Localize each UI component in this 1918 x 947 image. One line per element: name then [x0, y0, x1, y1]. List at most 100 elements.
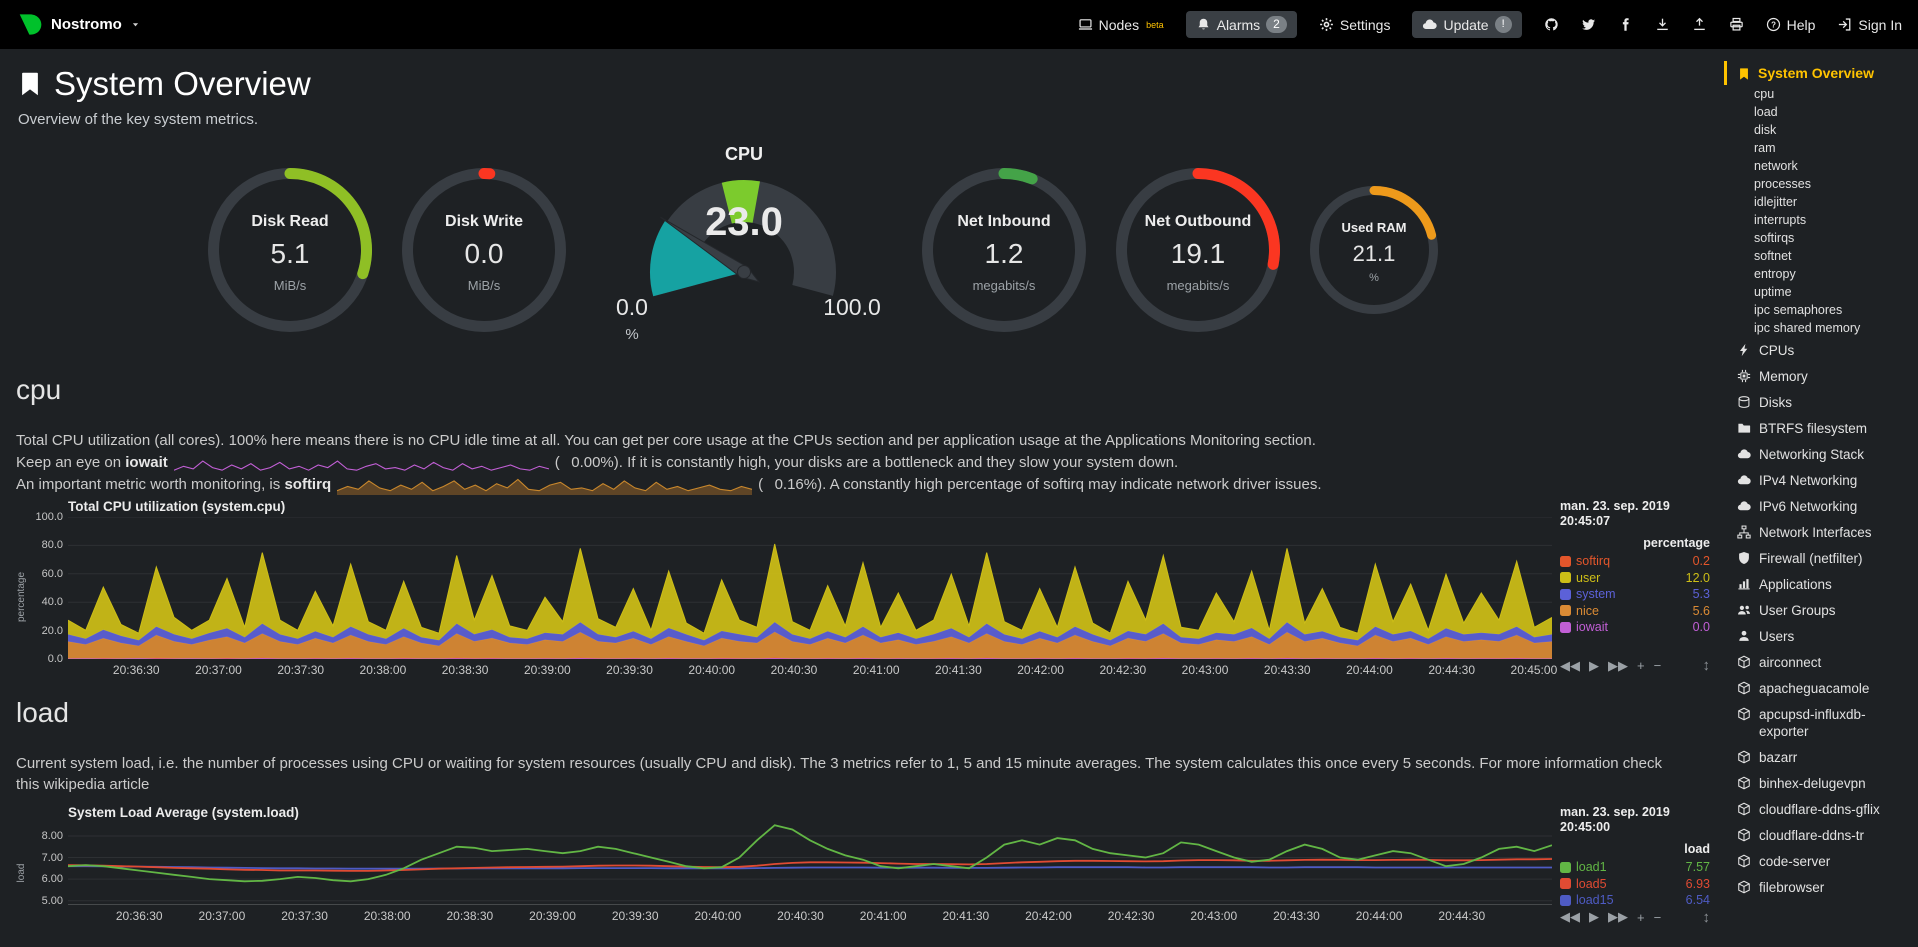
sidebar-item-cloudflare-ddns-tr[interactable]: cloudflare-ddns-tr [1724, 822, 1918, 848]
chart-pan-forward-button[interactable]: ▶▶ [1608, 657, 1628, 673]
iowait-sparkline[interactable] [173, 457, 549, 473]
sidebar-item-disks[interactable]: Disks [1724, 389, 1918, 415]
download-icon [1655, 17, 1670, 32]
sidebar-subitem-idlejitter[interactable]: idlejitter [1754, 194, 1798, 209]
sidebar-item-users[interactable]: Users [1724, 623, 1918, 649]
gauge-net-inbound[interactable]: Net Inbound 1.2 megabits/s [920, 166, 1088, 339]
sidebar-item-firewall-netfilter-[interactable]: Firewall (netfilter) [1724, 545, 1918, 571]
hostname-dropdown[interactable]: Nostromo [16, 11, 141, 38]
sidebar-subitem-softnet[interactable]: softnet [1754, 248, 1792, 263]
load-chart-canvas[interactable] [68, 823, 1552, 905]
sidebar-subitem-ipc-shared-memory[interactable]: ipc shared memory [1754, 320, 1861, 335]
sidebar-subitem-ipc-semaphores[interactable]: ipc semaphores [1754, 302, 1843, 317]
sidebar-subitem-disk[interactable]: disk [1754, 122, 1777, 137]
print-button[interactable] [1729, 17, 1744, 32]
page-title: System Overview [54, 65, 311, 102]
load-section-heading: load [16, 697, 69, 728]
gauge-net-outbound[interactable]: Net Outbound 19.1 megabits/s [1114, 166, 1282, 339]
twitter-link[interactable] [1581, 17, 1596, 32]
legend-time: 20:45:07 [1560, 514, 1611, 528]
sidebar-subitem-cpu[interactable]: cpu [1754, 86, 1775, 101]
sidebar-subitem-entropy[interactable]: entropy [1754, 266, 1796, 281]
chart-toolbar: ◀◀ ▶ ▶▶ + − ↕ [1560, 909, 1710, 929]
gauge-used-ram[interactable]: Used RAM 21.1 % [1308, 184, 1440, 321]
cube-icon [1737, 776, 1751, 790]
cpu-iowait-line: Keep an eye on iowait(0.00%). If it is c… [16, 454, 1179, 473]
sidebar-item-binhex-delugevpn[interactable]: binhex-delugevpn [1724, 770, 1918, 796]
gauge-cpu[interactable]: CPU 23.0 0.0 100.0 % [616, 144, 881, 343]
chart-zoom-in-button[interactable]: + [1637, 658, 1645, 673]
github-link[interactable] [1544, 17, 1559, 32]
cube-icon [1737, 880, 1751, 894]
chart-zoom-out-button[interactable]: − [1653, 658, 1662, 673]
settings-button[interactable]: Settings [1319, 17, 1390, 33]
chart-zoom-in-button[interactable]: + [1637, 909, 1645, 925]
sidebar-item-memory[interactable]: Memory [1724, 363, 1918, 389]
chart-pan-backward-button[interactable]: ◀◀ [1560, 909, 1580, 924]
alarms-button[interactable]: Alarms 2 [1185, 11, 1297, 38]
page-subtitle: Overview of the key system metrics. [18, 111, 259, 128]
upload-icon [1692, 17, 1707, 32]
export-snapshot-button[interactable] [1655, 17, 1670, 32]
sidebar-item-ipv6-networking[interactable]: IPv6 Networking [1724, 493, 1918, 519]
sidebar-item-system-overview[interactable]: System Overview [1724, 61, 1918, 85]
y-axis-ticks: 8.00 7.00 6.00 5.00 [41, 829, 63, 907]
sidebar-subitem-uptime[interactable]: uptime [1754, 284, 1792, 299]
legend-item-nice[interactable]: nice 5.6 [1560, 603, 1710, 620]
printer-icon [1729, 17, 1744, 32]
legend-item-load5[interactable]: load5 6.93 [1560, 876, 1710, 893]
sidebar-subitem-ram[interactable]: ram [1754, 140, 1776, 155]
chart-title: Total CPU utilization (system.cpu) [68, 499, 286, 514]
chart-legend: man. 23. sep. 2019 20:45:00 load load1 7.… [1552, 805, 1710, 929]
sidebar-item-apcupsd-influxdb-exporter[interactable]: apcupsd-influxdb-exporter [1724, 701, 1918, 744]
gear-icon [1319, 17, 1334, 32]
sidebar-item-apacheguacamole[interactable]: apacheguacamole [1724, 675, 1918, 701]
import-snapshot-button[interactable] [1692, 17, 1707, 32]
sidebar-item-airconnect[interactable]: airconnect [1724, 649, 1918, 675]
gauge-disk-write[interactable]: Disk Write 0.0 MiB/s [400, 166, 568, 339]
chart-play-button[interactable]: ▶ [1589, 657, 1599, 673]
legend-item-softirq[interactable]: softirq 0.2 [1560, 553, 1710, 570]
sidebar-item-code-server[interactable]: code-server [1724, 848, 1918, 874]
user-icon [1737, 629, 1751, 643]
chart-resize-handle[interactable]: ↕ [1702, 657, 1711, 674]
update-button[interactable]: Update ! [1412, 11, 1522, 38]
y-axis-label: load [16, 863, 27, 883]
sidebar-subitem-softirqs[interactable]: softirqs [1754, 230, 1795, 245]
legend-item-system[interactable]: system 5.3 [1560, 586, 1710, 603]
signin-button[interactable]: Sign In [1837, 17, 1902, 33]
cpu-chart-canvas[interactable] [68, 517, 1552, 659]
chart-pan-forward-button[interactable]: ▶▶ [1608, 909, 1628, 924]
legend-item-iowait[interactable]: iowait 0.0 [1560, 619, 1710, 636]
sidebar-items: CPUs Memory Disks BTRFS filesystem Networkin… [1724, 337, 1918, 900]
sidebar-item-btrfs-filesystem[interactable]: BTRFS filesystem [1724, 415, 1918, 441]
legend-date: man. 23. sep. 2019 [1560, 499, 1670, 513]
sidebar-item-filebrowser[interactable]: filebrowser [1724, 874, 1918, 900]
legend-item-load1[interactable]: load1 7.57 [1560, 859, 1710, 876]
sidebar-subitem-network[interactable]: network [1754, 158, 1798, 173]
chart-play-button[interactable]: ▶ [1589, 909, 1599, 924]
chart-resize-handle[interactable]: ↕ [1702, 908, 1711, 926]
sidebar-item-cpus[interactable]: CPUs [1724, 337, 1918, 363]
facebook-link[interactable] [1618, 17, 1633, 32]
legend-item-user[interactable]: user 12.0 [1560, 570, 1710, 587]
legend-item-load15[interactable]: load15 6.54 [1560, 892, 1710, 909]
x-axis-ticks: 20:36:30 20:37:00 20:37:30 20:38:00 20:38:30… [115, 909, 1486, 923]
nodes-button[interactable]: Nodes beta [1078, 17, 1164, 33]
help-button[interactable]: Help [1766, 17, 1815, 33]
softirq-sparkline[interactable] [336, 478, 753, 496]
cpu-section-heading: cpu [16, 374, 62, 405]
sidebar-item-networking-stack[interactable]: Networking Stack [1724, 441, 1918, 467]
sidebar-item-network-interfaces[interactable]: Network Interfaces [1724, 519, 1918, 545]
sidebar-subitem-processes[interactable]: processes [1754, 176, 1811, 191]
sidebar-item-applications[interactable]: Applications [1724, 571, 1918, 597]
sidebar-subitem-load[interactable]: load [1754, 104, 1778, 119]
gauge-disk-read[interactable]: Disk Read 5.1 MiB/s [206, 166, 374, 339]
sidebar-item-bazarr[interactable]: bazarr [1724, 744, 1918, 770]
sidebar-item-cloudflare-ddns-gflix[interactable]: cloudflare-ddns-gflix [1724, 796, 1918, 822]
sidebar-item-ipv4-networking[interactable]: IPv4 Networking [1724, 467, 1918, 493]
sidebar-item-user-groups[interactable]: User Groups [1724, 597, 1918, 623]
chart-pan-backward-button[interactable]: ◀◀ [1560, 657, 1580, 673]
sidebar-subitem-interrupts[interactable]: interrupts [1754, 212, 1807, 227]
chart-zoom-out-button[interactable]: − [1653, 909, 1662, 925]
